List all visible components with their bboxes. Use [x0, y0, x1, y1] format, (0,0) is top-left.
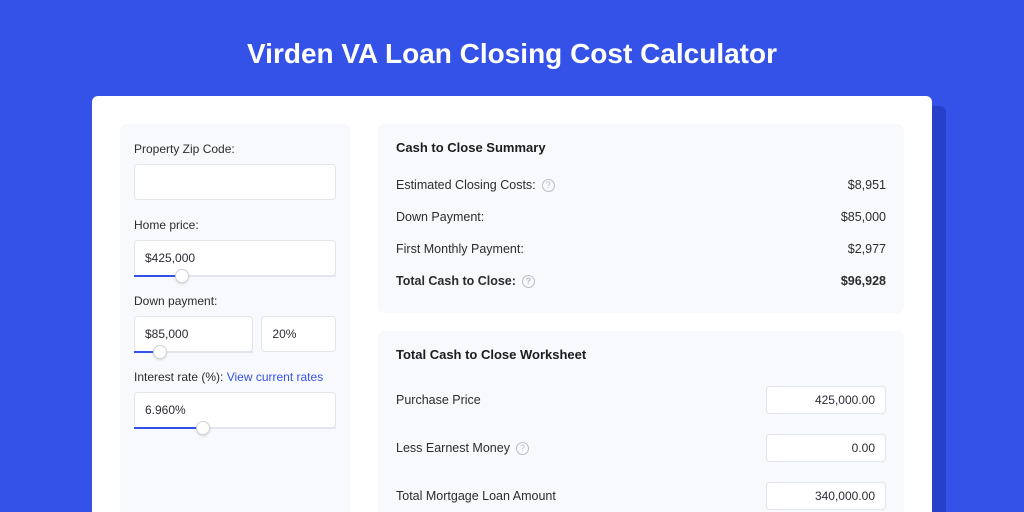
- home-price-label: Home price:: [134, 218, 336, 232]
- inputs-panel: Property Zip Code: Home price: Down paym…: [120, 124, 350, 512]
- interest-rate-slider[interactable]: [134, 392, 336, 428]
- slider-thumb[interactable]: [196, 421, 210, 435]
- calculator-card-wrap: Property Zip Code: Home price: Down paym…: [92, 96, 932, 512]
- down-payment-field: Down payment:: [134, 294, 336, 352]
- summary-row-label: Down Payment:: [396, 210, 484, 224]
- worksheet-row-label: Less Earnest Money: [396, 441, 510, 455]
- slider-thumb[interactable]: [153, 345, 167, 359]
- home-price-slider[interactable]: [134, 240, 336, 276]
- summary-section: Cash to Close Summary Estimated Closing …: [378, 124, 904, 313]
- worksheet-row: Total Mortgage Loan Amount: [396, 472, 886, 512]
- summary-row-value: $85,000: [841, 210, 886, 224]
- help-icon[interactable]: ?: [516, 442, 529, 455]
- summary-total-row: Total Cash to Close:? $96,928: [396, 265, 886, 297]
- home-price-input[interactable]: [134, 240, 336, 276]
- worksheet-row-input[interactable]: [766, 482, 886, 510]
- worksheet-row: Purchase Price: [396, 376, 886, 424]
- summary-row: Estimated Closing Costs:? $8,951: [396, 169, 886, 201]
- down-payment-slider[interactable]: [134, 316, 253, 352]
- worksheet-title: Total Cash to Close Worksheet: [396, 347, 886, 362]
- summary-row-value: $2,977: [848, 242, 886, 256]
- worksheet-section: Total Cash to Close Worksheet Purchase P…: [378, 331, 904, 512]
- summary-total-label: Total Cash to Close:: [396, 274, 516, 288]
- interest-rate-label: Interest rate (%): View current rates: [134, 370, 336, 384]
- summary-row: First Monthly Payment: $2,977: [396, 233, 886, 265]
- summary-row: Down Payment: $85,000: [396, 201, 886, 233]
- summary-row-value: $8,951: [848, 178, 886, 192]
- down-payment-amount-input[interactable]: [134, 316, 253, 352]
- page-title: Virden VA Loan Closing Cost Calculator: [0, 0, 1024, 96]
- summary-title: Cash to Close Summary: [396, 140, 886, 155]
- summary-total-value: $96,928: [841, 274, 886, 288]
- calculator-card: Property Zip Code: Home price: Down paym…: [92, 96, 932, 512]
- zip-input[interactable]: [134, 164, 336, 200]
- home-price-field: Home price:: [134, 218, 336, 276]
- view-rates-link[interactable]: View current rates: [227, 370, 324, 384]
- worksheet-row: Less Earnest Money?: [396, 424, 886, 472]
- slider-fill: [134, 427, 203, 429]
- down-payment-label: Down payment:: [134, 294, 336, 308]
- summary-row-label: First Monthly Payment:: [396, 242, 524, 256]
- zip-field: Property Zip Code:: [134, 142, 336, 200]
- worksheet-row-label: Purchase Price: [396, 393, 481, 407]
- worksheet-row-input[interactable]: [766, 386, 886, 414]
- results-panel: Cash to Close Summary Estimated Closing …: [378, 124, 904, 512]
- zip-label: Property Zip Code:: [134, 142, 336, 156]
- interest-rate-input[interactable]: [134, 392, 336, 428]
- worksheet-row-input[interactable]: [766, 434, 886, 462]
- slider-thumb[interactable]: [175, 269, 189, 283]
- summary-row-label: Estimated Closing Costs:: [396, 178, 536, 192]
- help-icon[interactable]: ?: [542, 179, 555, 192]
- interest-rate-field: Interest rate (%): View current rates: [134, 370, 336, 428]
- interest-rate-label-text: Interest rate (%):: [134, 370, 227, 384]
- down-payment-pct-input[interactable]: [261, 316, 336, 352]
- help-icon[interactable]: ?: [522, 275, 535, 288]
- worksheet-row-label: Total Mortgage Loan Amount: [396, 489, 556, 503]
